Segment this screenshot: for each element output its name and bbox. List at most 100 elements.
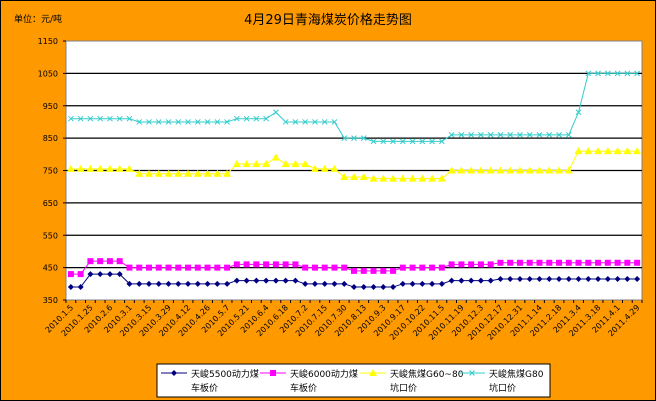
data-point <box>556 259 563 266</box>
data-point <box>243 115 250 122</box>
data-point <box>262 160 271 168</box>
data-point <box>146 119 152 125</box>
data-point <box>399 264 406 271</box>
data-point <box>496 166 505 174</box>
data-point <box>595 275 602 282</box>
data-point <box>67 271 74 278</box>
data-point <box>439 138 445 145</box>
data-point <box>556 132 562 138</box>
data-point <box>243 277 250 284</box>
data-point <box>476 166 485 174</box>
data-point <box>126 115 133 122</box>
data-point <box>399 280 406 287</box>
data-point <box>155 119 162 125</box>
data-point <box>292 119 299 125</box>
data-point <box>282 119 289 125</box>
data-point <box>224 280 231 287</box>
data-point <box>497 132 504 138</box>
data-point <box>370 284 377 291</box>
data-point <box>184 169 193 177</box>
data-point <box>408 174 417 182</box>
data-point <box>204 280 211 287</box>
data-point <box>77 271 84 278</box>
data-point <box>369 174 378 182</box>
y-tick-label: 550 <box>43 231 58 240</box>
data-point <box>604 275 611 282</box>
data-point <box>233 277 240 284</box>
data-point <box>87 258 94 265</box>
data-point <box>419 138 426 145</box>
data-point <box>272 261 279 268</box>
data-point <box>321 264 328 271</box>
data-point <box>526 132 533 138</box>
data-point <box>341 280 348 287</box>
series-3 <box>66 147 642 182</box>
data-point <box>526 275 533 282</box>
data-point <box>321 280 328 287</box>
data-point <box>507 259 514 266</box>
data-point <box>193 169 202 177</box>
data-point <box>545 166 554 174</box>
data-point <box>497 275 504 282</box>
data-point <box>458 132 465 138</box>
data-point <box>419 264 426 271</box>
data-point <box>370 138 377 145</box>
data-point <box>175 119 182 125</box>
data-point <box>341 135 348 141</box>
data-point <box>341 264 348 271</box>
data-point <box>458 261 465 268</box>
data-point <box>624 275 631 282</box>
data-point <box>253 261 260 268</box>
data-point <box>105 164 114 172</box>
data-point <box>506 166 515 174</box>
data-point <box>302 119 309 125</box>
data-point <box>468 132 475 138</box>
data-point <box>175 280 182 287</box>
data-point <box>223 169 232 177</box>
data-point <box>292 277 299 284</box>
legend <box>156 363 551 398</box>
data-point <box>185 119 191 125</box>
data-point <box>97 115 104 122</box>
data-point <box>165 119 172 125</box>
data-point <box>555 166 564 174</box>
data-point <box>565 259 572 266</box>
data-point <box>575 259 582 266</box>
data-point <box>67 284 74 291</box>
data-point <box>164 169 173 177</box>
data-point <box>487 277 494 284</box>
data-point <box>438 264 445 271</box>
data-point <box>351 284 357 291</box>
data-point <box>623 147 632 155</box>
data-point <box>525 166 534 174</box>
legend-label: 车板价 <box>290 382 317 394</box>
data-point <box>165 264 172 271</box>
data-point <box>468 261 475 268</box>
data-point <box>437 174 446 182</box>
data-point <box>536 132 543 138</box>
data-point <box>487 261 494 268</box>
data-point <box>204 264 211 271</box>
data-point <box>135 169 144 177</box>
data-point <box>486 166 495 174</box>
data-point <box>360 267 367 274</box>
data-point <box>390 138 396 145</box>
data-point <box>77 284 84 291</box>
data-point <box>360 135 367 141</box>
data-point <box>126 264 133 271</box>
data-point <box>409 264 416 271</box>
data-point <box>282 261 289 268</box>
data-point <box>76 164 85 172</box>
y-tick-label: 950 <box>43 102 58 111</box>
data-point <box>292 261 299 268</box>
data-point <box>517 132 523 138</box>
data-point <box>106 271 113 278</box>
data-point <box>585 275 592 282</box>
data-point <box>477 277 484 284</box>
data-point <box>594 147 603 155</box>
data-point <box>515 166 524 174</box>
data-point <box>233 261 240 268</box>
data-point <box>107 115 113 122</box>
y-tick-label: 750 <box>43 167 58 176</box>
